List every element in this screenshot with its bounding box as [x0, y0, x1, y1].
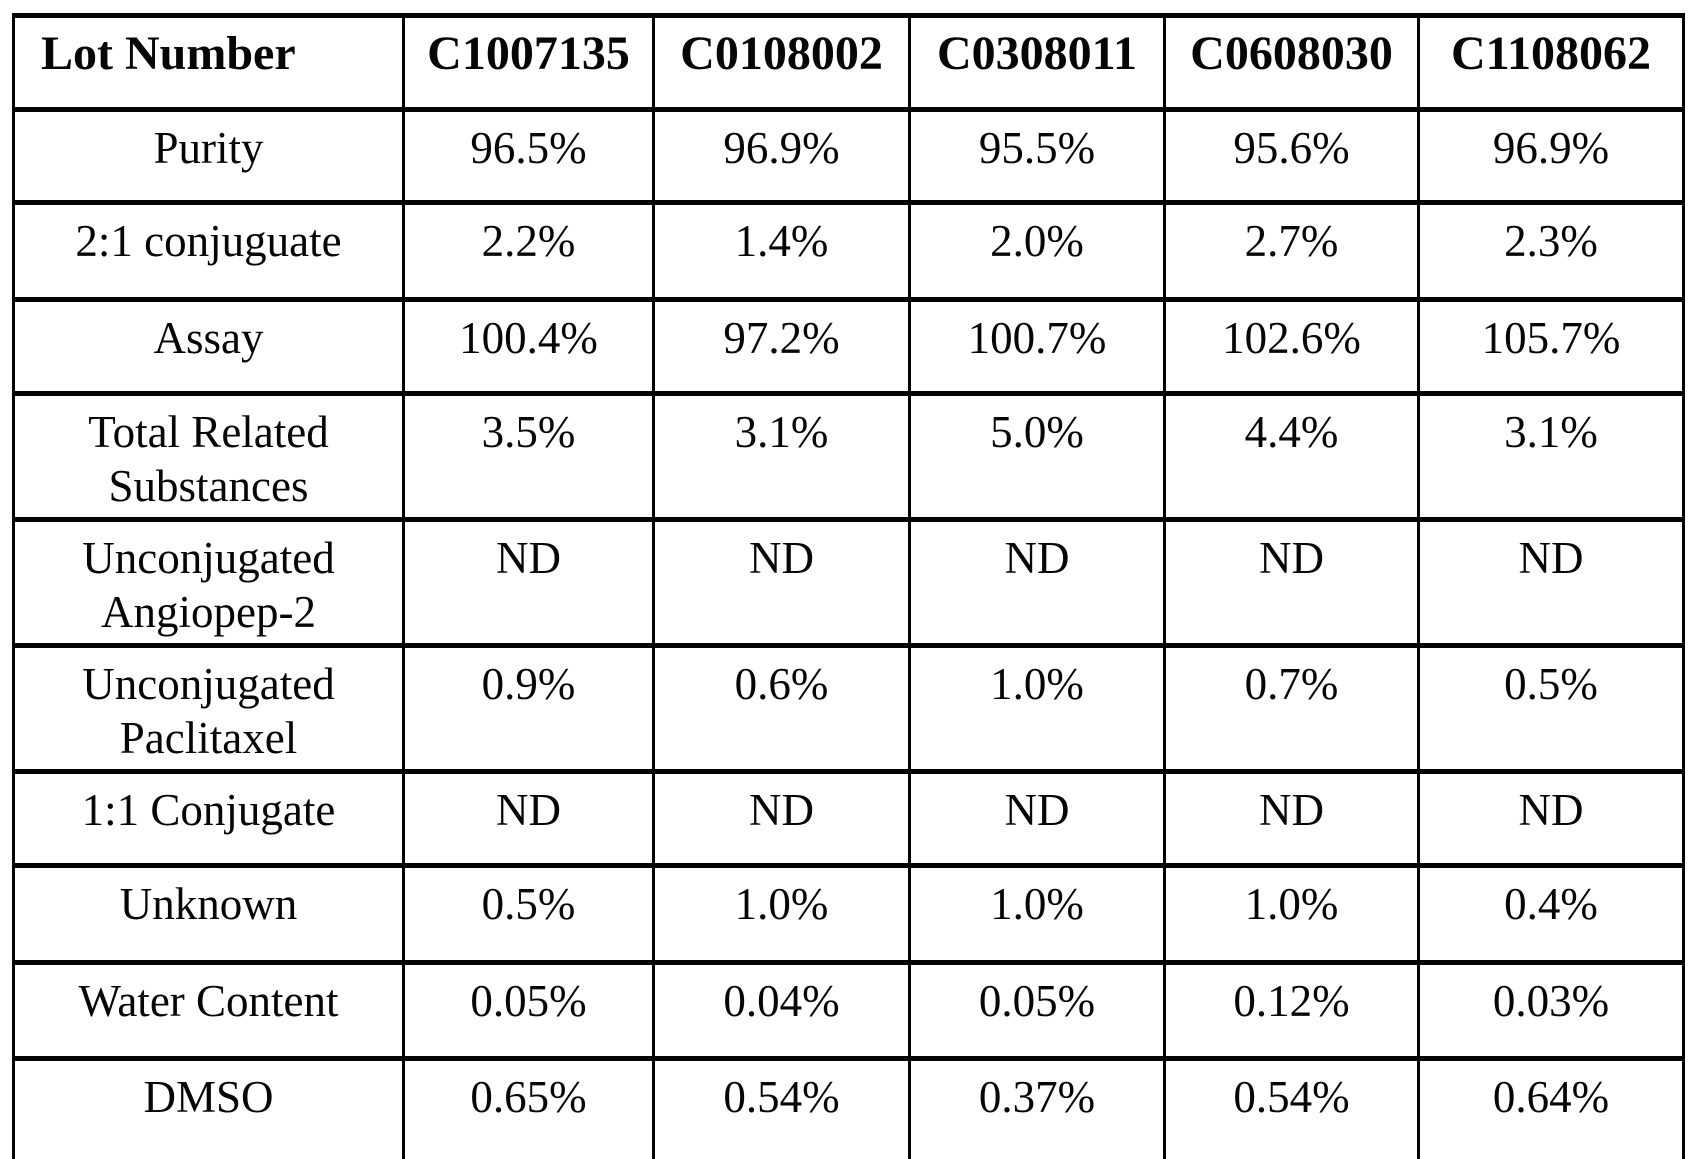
value-cell: 0.7%	[1163, 643, 1420, 774]
value-cell: 3.1%	[1417, 391, 1685, 522]
header-cell-lot-5: C1108062	[1417, 13, 1685, 112]
value-cell: 96.9%	[652, 107, 911, 205]
value-cell: 1.0%	[1163, 863, 1420, 965]
value-cell: 2.0%	[908, 200, 1166, 302]
row-label-total-related-substances: Total Related Substances	[12, 391, 405, 522]
value-cell: 0.12%	[1163, 960, 1420, 1061]
lot-analysis-table: Lot Number C1007135 C0108002 C0308011 C0…	[12, 13, 1685, 1159]
row-label-2-1-conjuguate: 2:1 conjuguate	[12, 200, 405, 302]
row-label-unconjugated-angiopep-2: Unconjugated Angiopep-2	[12, 517, 405, 648]
value-cell: 0.64%	[1417, 1056, 1685, 1159]
value-cell: ND	[652, 769, 911, 868]
value-cell: ND	[1163, 769, 1420, 868]
value-cell: 100.7%	[908, 297, 1166, 396]
value-cell: 0.03%	[1417, 960, 1685, 1061]
table-row-2-1-conjuguate: 2:1 conjuguate 2.2% 1.4% 2.0% 2.7% 2.3%	[12, 200, 1685, 302]
value-cell: 0.4%	[1417, 863, 1685, 965]
row-label-dmso: DMSO	[12, 1056, 405, 1159]
row-label-assay: Assay	[12, 297, 405, 396]
value-cell: 95.5%	[908, 107, 1166, 205]
value-cell: ND	[1163, 517, 1420, 648]
row-label-unconjugated-paclitaxel: Unconjugated Paclitaxel	[12, 643, 405, 774]
value-cell: ND	[652, 517, 911, 648]
value-cell: 0.54%	[1163, 1056, 1420, 1159]
header-cell-lot-2: C0108002	[652, 13, 911, 112]
value-cell: 1.0%	[908, 863, 1166, 965]
header-cell-lot-number: Lot Number	[12, 13, 405, 112]
table-row-purity: Purity 96.5% 96.9% 95.5% 95.6% 96.9%	[12, 107, 1685, 205]
value-cell: 1.4%	[652, 200, 911, 302]
value-cell: 100.4%	[402, 297, 655, 396]
table-row-unconjugated-angiopep-2: Unconjugated Angiopep-2 ND ND ND ND ND	[12, 517, 1685, 648]
row-label-purity: Purity	[12, 107, 405, 205]
value-cell: 102.6%	[1163, 297, 1420, 396]
value-cell: ND	[402, 517, 655, 648]
table-row-dmso: DMSO 0.65% 0.54% 0.37% 0.54% 0.64%	[12, 1056, 1685, 1159]
value-cell: ND	[908, 769, 1166, 868]
value-cell: 0.54%	[652, 1056, 911, 1159]
value-cell: 0.9%	[402, 643, 655, 774]
value-cell: 1.0%	[908, 643, 1166, 774]
header-cell-lot-4: C0608030	[1163, 13, 1420, 112]
table-row-water-content: Water Content 0.05% 0.04% 0.05% 0.12% 0.…	[12, 960, 1685, 1061]
value-cell: ND	[402, 769, 655, 868]
table-row-unknown: Unknown 0.5% 1.0% 1.0% 1.0% 0.4%	[12, 863, 1685, 965]
value-cell: 0.65%	[402, 1056, 655, 1159]
header-cell-lot-3: C0308011	[908, 13, 1166, 112]
value-cell: 0.5%	[402, 863, 655, 965]
value-cell: ND	[908, 517, 1166, 648]
value-cell: ND	[1417, 517, 1685, 648]
value-cell: 2.2%	[402, 200, 655, 302]
row-label-water-content: Water Content	[12, 960, 405, 1061]
value-cell: 2.3%	[1417, 200, 1685, 302]
value-cell: 3.1%	[652, 391, 911, 522]
value-cell: 3.5%	[402, 391, 655, 522]
header-cell-lot-1: C1007135	[402, 13, 655, 112]
value-cell: 1.0%	[652, 863, 911, 965]
value-cell: 0.37%	[908, 1056, 1166, 1159]
value-cell: 0.05%	[908, 960, 1166, 1061]
value-cell: 4.4%	[1163, 391, 1420, 522]
value-cell: 2.7%	[1163, 200, 1420, 302]
value-cell: 0.6%	[652, 643, 911, 774]
row-label-1-1-conjugate: 1:1 Conjugate	[12, 769, 405, 868]
value-cell: 105.7%	[1417, 297, 1685, 396]
table-row-unconjugated-paclitaxel: Unconjugated Paclitaxel 0.9% 0.6% 1.0% 0…	[12, 643, 1685, 774]
value-cell: ND	[1417, 769, 1685, 868]
value-cell: 96.5%	[402, 107, 655, 205]
value-cell: 0.04%	[652, 960, 911, 1061]
value-cell: 97.2%	[652, 297, 911, 396]
table-row-1-1-conjugate: 1:1 Conjugate ND ND ND ND ND	[12, 769, 1685, 868]
table-row-assay: Assay 100.4% 97.2% 100.7% 102.6% 105.7%	[12, 297, 1685, 396]
value-cell: 5.0%	[908, 391, 1166, 522]
table-header-row: Lot Number C1007135 C0108002 C0308011 C0…	[12, 13, 1685, 112]
value-cell: 0.5%	[1417, 643, 1685, 774]
row-label-unknown: Unknown	[12, 863, 405, 965]
table-row-total-related-substances: Total Related Substances 3.5% 3.1% 5.0% …	[12, 391, 1685, 522]
value-cell: 95.6%	[1163, 107, 1420, 205]
value-cell: 0.05%	[402, 960, 655, 1061]
value-cell: 96.9%	[1417, 107, 1685, 205]
